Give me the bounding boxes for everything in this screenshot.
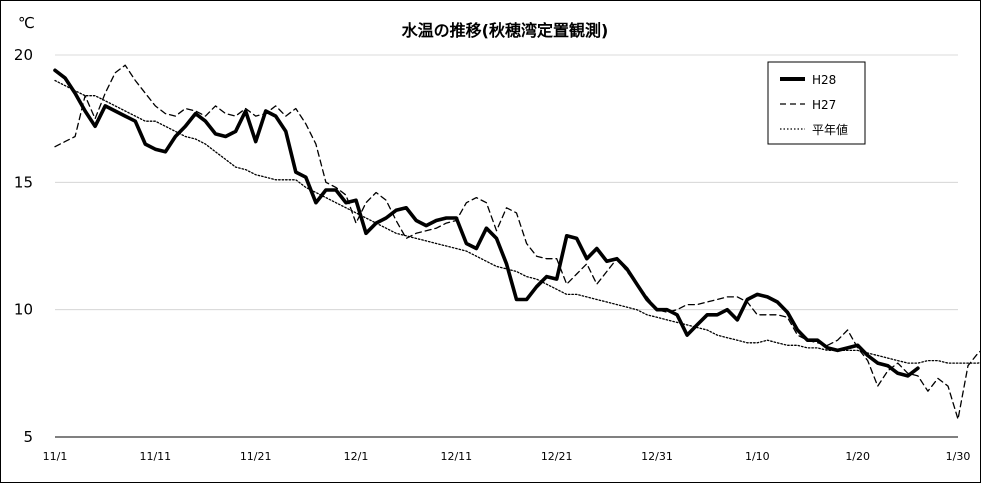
legend-box	[767, 61, 866, 145]
x-tick-label: 1/30	[946, 450, 971, 463]
y-tick-label: 15	[14, 173, 33, 191]
x-tick-label: 12/31	[641, 450, 673, 463]
x-tick-label: 11/1	[43, 450, 68, 463]
y-tick-label: 10	[14, 301, 33, 319]
legend-label-h28: H28	[812, 73, 836, 87]
x-tick-label: 1/10	[745, 450, 770, 463]
legend: H28 H27 平年値	[767, 61, 866, 145]
series-line-h28	[53, 68, 920, 378]
grid-lines	[55, 54, 958, 438]
x-tick-label: 11/11	[139, 450, 171, 463]
y-tick-label: 5	[23, 428, 33, 446]
series-line-h27	[54, 64, 981, 420]
legend-label-h27: H27	[812, 98, 836, 112]
series-lines	[53, 64, 981, 420]
x-tick-label: 11/21	[240, 450, 272, 463]
chart-title: 水温の推移(秋穂湾定置観測)	[402, 21, 609, 40]
x-tick-label: 12/21	[541, 450, 573, 463]
x-tick-label: 12/1	[344, 450, 369, 463]
legend-label-average: 平年値	[812, 122, 848, 137]
y-tick-label: 20	[14, 46, 33, 64]
x-tick-labels: 11/1 11/11 11/21 12/1 12/11 12/21 12/31 1/10 1/2…	[43, 450, 971, 463]
y-axis-unit-label: ℃	[18, 14, 35, 32]
x-tick-label: 1/20	[845, 450, 870, 463]
y-tick-labels: 5 10 15 20	[14, 46, 33, 446]
x-tick-label: 12/11	[440, 450, 472, 463]
